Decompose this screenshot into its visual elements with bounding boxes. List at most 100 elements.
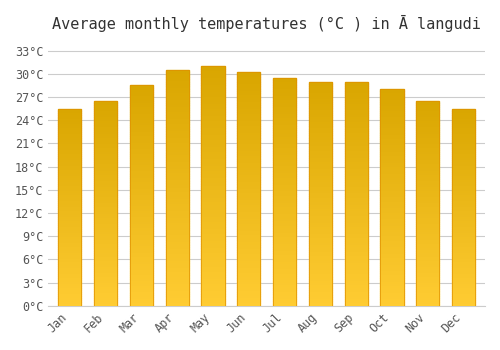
Bar <box>452 117 475 119</box>
Bar <box>58 120 82 122</box>
Bar <box>94 130 118 132</box>
Bar <box>273 87 296 89</box>
Bar <box>452 160 475 162</box>
Bar <box>237 292 260 294</box>
Bar <box>308 113 332 115</box>
Bar <box>452 170 475 172</box>
Bar <box>452 119 475 120</box>
Bar <box>202 210 224 212</box>
Bar <box>344 194 368 196</box>
Bar <box>344 118 368 120</box>
Bar <box>452 201 475 203</box>
Bar <box>344 178 368 180</box>
Bar <box>273 94 296 96</box>
Bar <box>58 225 82 227</box>
Bar <box>380 286 404 288</box>
Bar <box>237 201 260 203</box>
Bar <box>273 132 296 135</box>
Bar <box>166 256 189 259</box>
Bar <box>308 299 332 301</box>
Bar <box>308 220 332 223</box>
Bar <box>344 93 368 95</box>
Bar <box>273 262 296 265</box>
Bar <box>344 218 368 220</box>
Bar <box>58 126 82 128</box>
Bar <box>130 149 153 152</box>
Bar <box>58 262 82 264</box>
Bar <box>166 150 189 153</box>
Bar <box>344 228 368 230</box>
Bar <box>344 153 368 156</box>
Bar <box>308 158 332 160</box>
Bar <box>202 92 224 95</box>
Bar <box>344 261 368 263</box>
Bar <box>94 107 118 109</box>
Bar <box>308 274 332 277</box>
Bar <box>237 173 260 175</box>
Bar <box>166 108 189 110</box>
Bar <box>273 283 296 285</box>
Bar <box>94 162 118 164</box>
Bar <box>344 239 368 241</box>
Bar <box>130 260 153 262</box>
Bar <box>130 209 153 211</box>
Bar <box>380 172 404 174</box>
Bar <box>344 290 368 292</box>
Bar <box>452 231 475 233</box>
Bar <box>237 75 260 77</box>
Bar <box>416 191 440 193</box>
Bar <box>202 296 224 299</box>
Bar <box>308 254 332 257</box>
Bar <box>237 159 260 161</box>
Bar <box>166 127 189 129</box>
Bar <box>130 231 153 233</box>
Bar <box>308 216 332 218</box>
Bar <box>94 292 118 294</box>
Bar <box>237 191 260 194</box>
Bar <box>344 160 368 162</box>
Bar <box>94 199 118 201</box>
Bar <box>344 259 368 261</box>
Bar <box>237 103 260 105</box>
Bar <box>237 280 260 282</box>
Bar <box>202 181 224 183</box>
Bar <box>380 269 404 271</box>
Bar <box>58 146 82 148</box>
Bar <box>130 273 153 275</box>
Bar <box>416 177 440 179</box>
Bar <box>130 253 153 255</box>
Bar <box>130 248 153 251</box>
Bar <box>452 172 475 174</box>
Bar <box>237 124 260 126</box>
Bar <box>273 203 296 205</box>
Bar <box>380 126 404 128</box>
Bar <box>130 202 153 204</box>
Bar <box>202 140 224 143</box>
Bar <box>130 191 153 194</box>
Bar <box>380 299 404 301</box>
Bar <box>416 115 440 117</box>
Bar <box>202 152 224 155</box>
Bar <box>166 211 189 214</box>
Bar <box>452 251 475 253</box>
Bar <box>308 209 332 212</box>
Bar <box>452 148 475 150</box>
Bar <box>94 164 118 167</box>
Bar <box>166 200 189 202</box>
Bar <box>416 154 440 156</box>
Bar <box>58 290 82 292</box>
Bar <box>130 222 153 224</box>
Bar <box>202 217 224 219</box>
Bar <box>380 288 404 291</box>
Bar <box>452 154 475 156</box>
Bar <box>94 197 118 199</box>
Bar <box>202 167 224 169</box>
Bar <box>380 282 404 284</box>
Bar <box>308 135 332 138</box>
Bar <box>344 142 368 144</box>
Bar <box>130 178 153 180</box>
Bar <box>452 292 475 294</box>
Bar <box>130 275 153 277</box>
Bar <box>166 214 189 216</box>
Bar <box>202 121 224 124</box>
